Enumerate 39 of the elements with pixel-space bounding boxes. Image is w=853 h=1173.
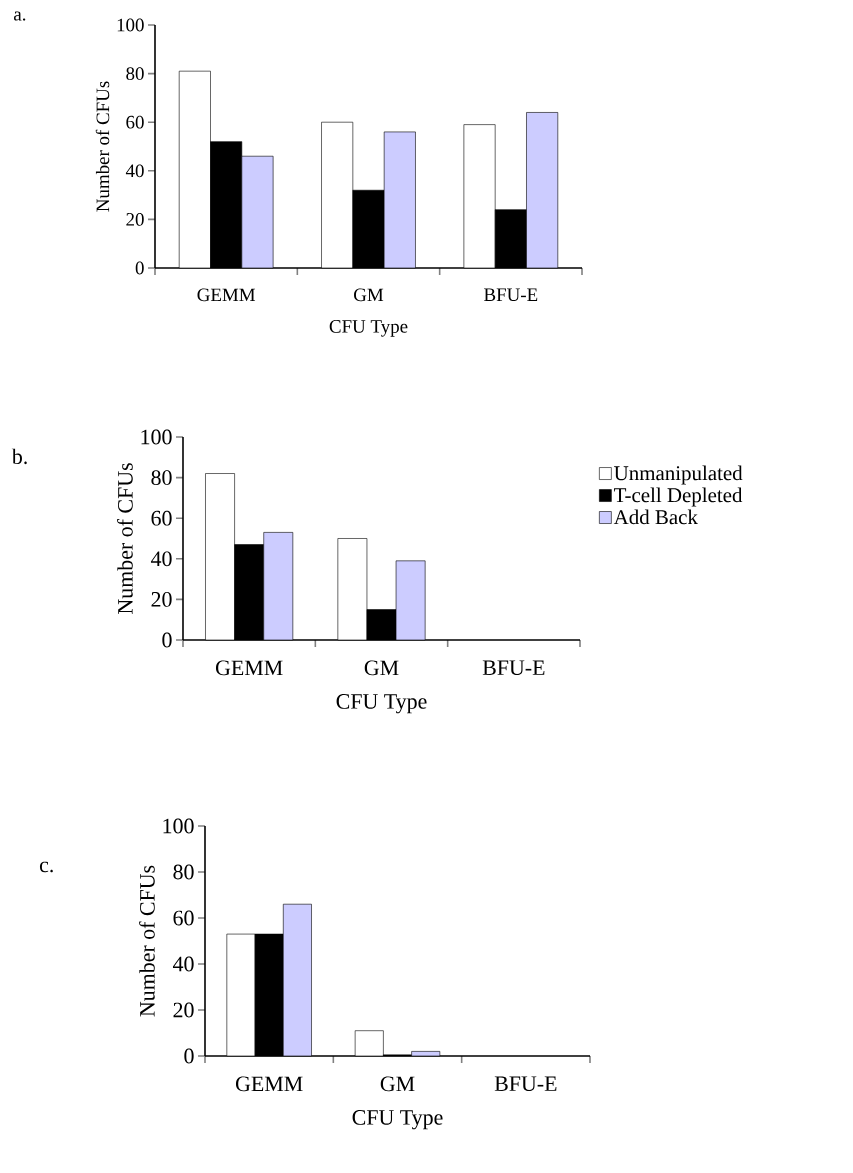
y-tick-label: 100 — [163, 818, 194, 834]
y-tick-label: 20 — [173, 1002, 194, 1018]
x-tick-label: GM — [380, 1076, 415, 1092]
x-axis-title: CFU Type — [336, 694, 427, 714]
y-tick-label: 80 — [173, 864, 194, 880]
y-tick-label: 80 — [126, 67, 144, 80]
x-tick-label: GM — [364, 660, 399, 676]
text: b. — [11, 448, 27, 465]
x-tick-label: GEMM — [197, 288, 256, 302]
x-tick-label: BFU-E — [482, 660, 545, 676]
y-tick-label: 60 — [173, 910, 194, 926]
x-axis-title: CFU Type — [329, 320, 408, 337]
y-tick-label: 60 — [151, 510, 172, 526]
text: a. — [14, 11, 26, 21]
y-tick-label: 80 — [151, 470, 172, 485]
x-tick-label: BFU-E — [494, 1076, 557, 1092]
y-tick-label: 40 — [150, 551, 172, 567]
text: c. — [39, 861, 53, 873]
x-axis-title: CFU Type — [352, 1110, 443, 1130]
y-tick-label: 40 — [125, 164, 144, 178]
x-tick-label: GM — [354, 288, 384, 302]
y-axis-title: Number of CFUs — [117, 463, 133, 614]
y-tick-label: 40 — [172, 956, 194, 972]
legend-label: T-cell Depleted — [614, 487, 743, 507]
y-tick-label: 0 — [184, 1048, 194, 1064]
x-tick-label: GEMM — [235, 1076, 303, 1092]
y-tick-label: 0 — [135, 261, 144, 275]
legend-label: Add Back — [613, 509, 698, 525]
y-tick-label: 20 — [126, 213, 144, 226]
y-tick-label: 100 — [141, 429, 172, 445]
x-tick-label: BFU-E — [484, 288, 538, 302]
y-tick-label: 100 — [117, 18, 144, 32]
y-axis-title: Number of CFUs — [139, 865, 155, 1017]
y-tick-label: 0 — [162, 632, 172, 648]
y-axis-title: Number of CFUs — [95, 81, 110, 212]
legend-label: Unmanipulated — [614, 465, 743, 485]
x-tick-label: GEMM — [215, 660, 283, 676]
y-tick-label: 60 — [126, 115, 144, 129]
y-tick-label: 20 — [151, 591, 172, 607]
